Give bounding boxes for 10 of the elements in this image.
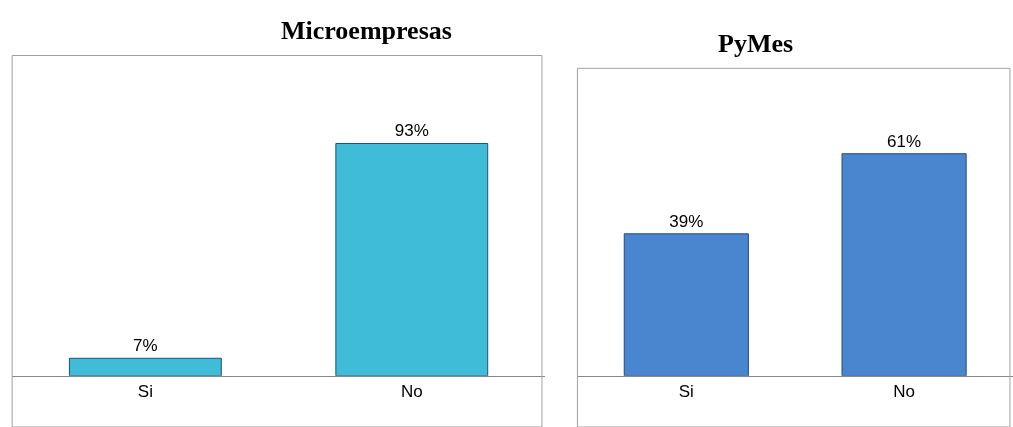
data-label: 39% xyxy=(669,211,704,231)
x-tick-label: Si xyxy=(678,382,694,402)
x-tick-label: No xyxy=(893,382,915,402)
chart-title: PyMes xyxy=(718,29,794,58)
chart-title: Microempresas xyxy=(281,16,452,45)
x-tick-label: No xyxy=(400,382,423,402)
data-label: 93% xyxy=(394,121,429,141)
x-tick-label: Si xyxy=(137,382,153,402)
data-label: 61% xyxy=(887,131,922,151)
data-label: 7% xyxy=(133,336,158,356)
